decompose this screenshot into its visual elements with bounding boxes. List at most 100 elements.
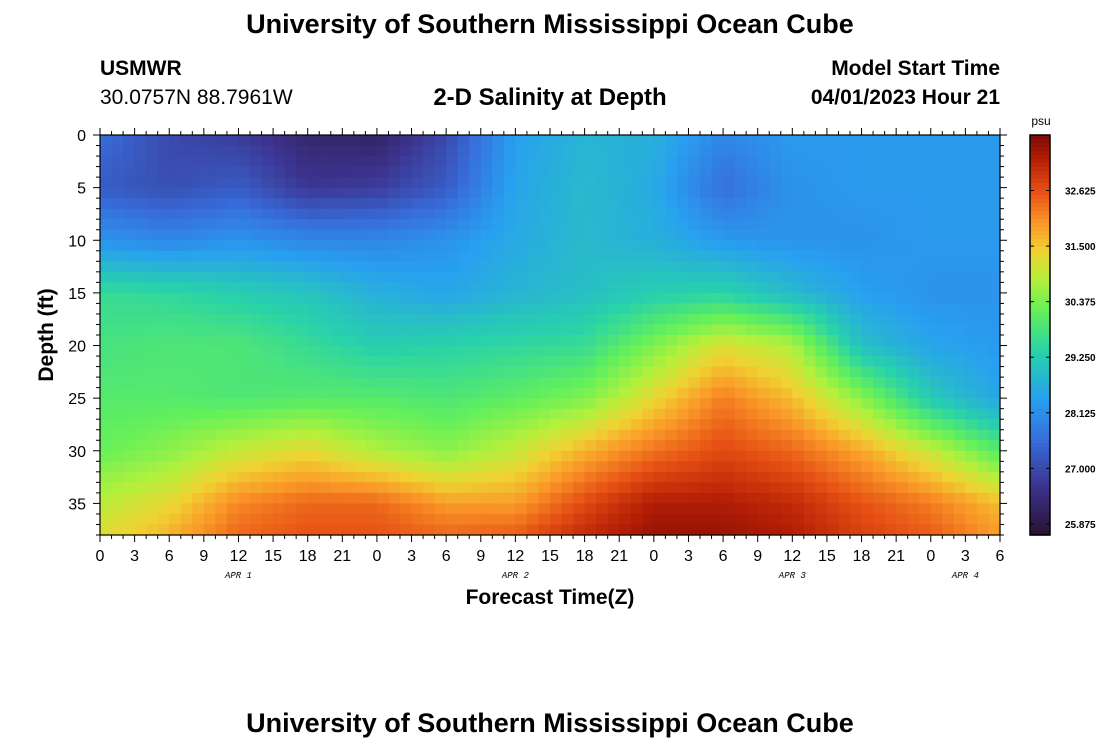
heatmap-cell (619, 429, 632, 441)
heatmap-cell (134, 229, 147, 241)
heatmap-cell (873, 503, 886, 515)
heatmap-cell (873, 261, 886, 273)
heatmap-cell (342, 429, 355, 441)
heatmap-cell (711, 156, 724, 168)
heatmap-cell (250, 398, 263, 410)
heatmap-cell (226, 271, 240, 283)
heatmap-cell (584, 524, 597, 536)
heatmap-cell (665, 208, 678, 220)
heatmap-cell (953, 135, 966, 147)
heatmap-cell (757, 240, 770, 252)
heatmap-cell (434, 145, 447, 157)
heatmap-cell (423, 450, 436, 462)
heatmap-cell (134, 482, 147, 494)
heatmap-cell (434, 429, 447, 441)
heatmap-cell (953, 377, 966, 389)
heatmap-cell (503, 177, 516, 189)
colorbar-swatch (1030, 199, 1050, 204)
heatmap-cell (780, 440, 793, 452)
heatmap-cell (780, 177, 793, 189)
heatmap-cell (261, 450, 274, 462)
heatmap-cell (653, 482, 666, 494)
heatmap-cell (757, 156, 770, 168)
heatmap-cell (515, 450, 528, 462)
heatmap-cell (226, 250, 240, 262)
heatmap-cell (146, 324, 159, 336)
heatmap-cell (896, 356, 909, 368)
heatmap-cell (411, 429, 424, 441)
heatmap-cell (642, 156, 655, 168)
heatmap-cell (411, 345, 424, 357)
heatmap-cell (584, 377, 597, 389)
y-tick-label: 15 (68, 286, 86, 303)
heatmap-cell (284, 198, 297, 210)
heatmap-cell (688, 387, 701, 399)
heatmap-cell (573, 429, 586, 441)
heatmap-cell (238, 398, 251, 410)
heatmap-cell (146, 471, 159, 483)
heatmap-cell (307, 282, 320, 294)
heatmap-cell (688, 408, 701, 420)
heatmap-cell (896, 177, 909, 189)
heatmap-cell (561, 313, 574, 326)
heatmap-cell (353, 145, 366, 157)
heatmap-cell (423, 524, 436, 536)
heatmap-cell (792, 377, 805, 389)
heatmap-cell (250, 450, 263, 462)
heatmap-cell (146, 229, 159, 241)
heatmap-cell (284, 303, 297, 315)
heatmap-cell (238, 187, 251, 199)
heatmap-cell (596, 419, 609, 431)
heatmap-cell (676, 187, 690, 199)
heatmap-cell (376, 166, 390, 178)
heatmap-cell (284, 313, 297, 326)
heatmap-cell (400, 398, 413, 410)
heatmap-cell (919, 461, 932, 473)
heatmap-cell (607, 503, 620, 515)
heatmap-cell (146, 292, 159, 305)
heatmap-cell (919, 440, 932, 452)
heatmap-cell (446, 219, 459, 231)
heatmap-cell (515, 503, 528, 515)
heatmap-cell (238, 177, 251, 189)
heatmap-cell (146, 429, 159, 441)
heatmap-cell (757, 198, 770, 210)
heatmap-cell (584, 345, 597, 357)
heatmap-cell (411, 398, 424, 410)
heatmap-cell (411, 377, 424, 389)
heatmap-cell (826, 282, 840, 294)
heatmap-cell (492, 492, 505, 505)
heatmap-cell (619, 524, 632, 536)
heatmap-cell (134, 313, 147, 326)
heatmap-cell (100, 366, 113, 378)
heatmap-cell (930, 282, 943, 294)
heatmap-cell (826, 440, 840, 452)
heatmap-cell (550, 440, 563, 452)
x-tick-label: 18 (299, 548, 317, 565)
heatmap-cell (919, 145, 932, 157)
heatmap-cell (480, 292, 493, 305)
heatmap-cell (746, 324, 759, 336)
heatmap-cell (792, 429, 805, 441)
heatmap-cell (307, 335, 320, 347)
heatmap-cell (400, 271, 413, 283)
heatmap-cell (584, 271, 597, 283)
colorbar-tick-label: 29.250 (1065, 353, 1096, 364)
heatmap-cell (665, 135, 678, 147)
heatmap-cell (803, 187, 816, 199)
heatmap-cell (792, 187, 805, 199)
heatmap-cell (942, 524, 955, 536)
heatmap-cell (515, 335, 528, 347)
heatmap-cell (688, 398, 701, 410)
heatmap-cell (342, 408, 355, 420)
heatmap-cell (319, 345, 332, 357)
heatmap-cell (642, 145, 655, 157)
heatmap-cell (469, 450, 482, 462)
heatmap-cell (192, 156, 205, 168)
heatmap-cell (180, 398, 193, 410)
heatmap-cell (573, 292, 586, 305)
heatmap-cell (746, 377, 759, 389)
heatmap-cell (792, 198, 805, 210)
heatmap-cell (965, 366, 978, 378)
heatmap-cell (169, 524, 182, 536)
